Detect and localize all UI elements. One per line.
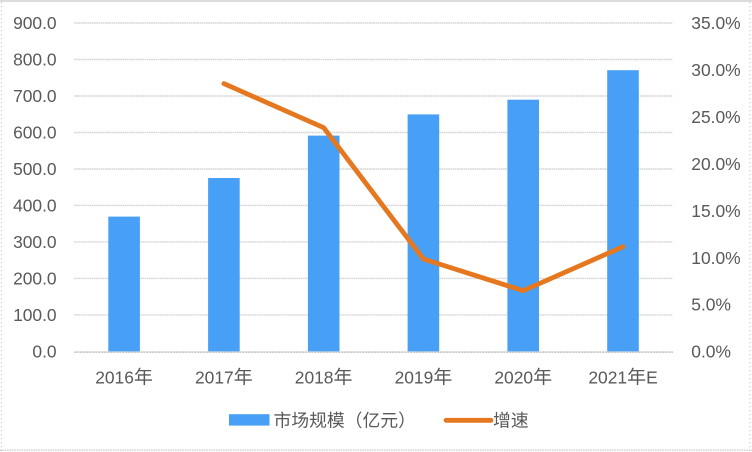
svg-text:0.0: 0.0 xyxy=(32,342,56,362)
svg-text:10.0%: 10.0% xyxy=(691,248,740,268)
svg-text:2020: 2020 xyxy=(494,368,533,388)
svg-text:300.0: 300.0 xyxy=(13,232,57,252)
svg-text:500.0: 500.0 xyxy=(13,159,57,179)
svg-text:900.0: 900.0 xyxy=(13,13,57,33)
svg-text:30.0%: 30.0% xyxy=(691,60,740,80)
svg-text:2018: 2018 xyxy=(295,368,334,388)
svg-text:2017: 2017 xyxy=(195,368,234,388)
svg-text:700.0: 700.0 xyxy=(13,86,57,106)
svg-text:100.0: 100.0 xyxy=(13,305,57,325)
svg-text:600.0: 600.0 xyxy=(13,123,57,143)
svg-text:5.0%: 5.0% xyxy=(691,295,731,315)
svg-text:15.0%: 15.0% xyxy=(691,201,740,221)
svg-text:20.0%: 20.0% xyxy=(691,154,740,174)
svg-text:0.0%: 0.0% xyxy=(691,342,731,362)
svg-text:800.0: 800.0 xyxy=(13,50,57,70)
svg-text:2021: 2021 xyxy=(588,368,627,388)
svg-text:E: E xyxy=(646,368,658,388)
svg-text:2019: 2019 xyxy=(395,368,434,388)
svg-text:35.0%: 35.0% xyxy=(691,13,740,33)
svg-text:25.0%: 25.0% xyxy=(691,107,740,127)
svg-text:400.0: 400.0 xyxy=(13,196,57,216)
svg-text:2016: 2016 xyxy=(95,368,134,388)
svg-text:200.0: 200.0 xyxy=(13,269,57,289)
